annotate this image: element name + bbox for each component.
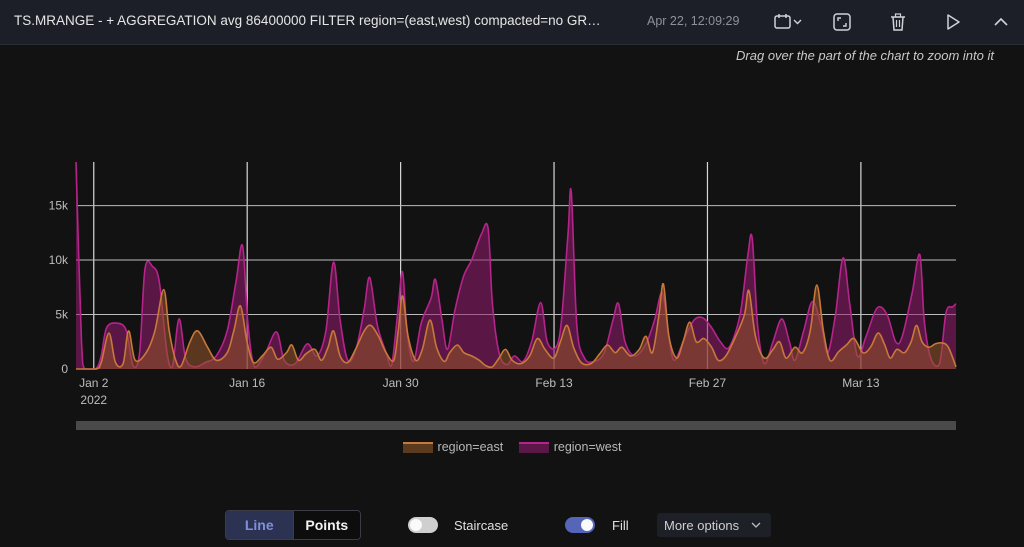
range-slider[interactable]	[76, 421, 956, 430]
staircase-toggle[interactable]	[408, 517, 438, 533]
staircase-toggle-knob	[410, 519, 422, 531]
points-mode-button[interactable]: Points	[293, 511, 360, 539]
x-tick-label: Jan 16	[229, 376, 265, 390]
axis-layer: Jan 2 Jan 16 Jan 30 Feb 13 Feb 27 Mar 13 2022 0…	[49, 199, 880, 407]
query-timestamp: Apr 22, 12:09:29	[647, 14, 740, 28]
chevron-down-icon	[751, 522, 761, 528]
x-year-label: 2022	[80, 393, 107, 407]
chart-controls: Line Points Staircase Fill More options	[0, 509, 1024, 541]
chart-legend: region=east region=west	[0, 440, 1024, 456]
y-tick-label: 15k	[49, 199, 69, 213]
chart-mode-toggle: Line Points	[225, 510, 361, 540]
zoom-hint: Drag over the part of the chart to zoom …	[736, 48, 994, 63]
legend-label-west: region=west	[553, 440, 622, 454]
time-series-chart[interactable]: Jan 2 Jan 16 Jan 30 Feb 13 Feb 27 Mar 13 2022 0…	[0, 150, 1024, 440]
legend-label-east: region=east	[437, 440, 504, 454]
y-tick-label: 10k	[49, 253, 69, 267]
collapse-icon[interactable]	[988, 9, 1014, 35]
x-tick-label: Mar 13	[842, 376, 880, 390]
x-tick-label: Feb 13	[535, 376, 573, 390]
y-tick-label: 0	[61, 362, 68, 376]
query-title: TS.MRANGE - + AGGREGATION avg 86400000 F…	[14, 13, 609, 28]
series-area-east	[76, 283, 956, 369]
line-mode-button[interactable]: Line	[226, 511, 294, 539]
fill-label: Fill	[612, 518, 629, 533]
fill-toggle[interactable]	[565, 517, 595, 533]
more-options-dropdown[interactable]: More options	[657, 513, 771, 537]
staircase-label: Staircase	[454, 518, 509, 533]
x-tick-label: Feb 27	[689, 376, 727, 390]
more-options-label: More options	[664, 517, 740, 533]
x-tick-label: Jan 2	[79, 376, 109, 390]
grid-layer	[76, 162, 956, 369]
legend-swatch-east	[402, 441, 433, 453]
legend-item-west[interactable]: region=west	[518, 440, 622, 454]
delete-icon[interactable]	[885, 9, 911, 35]
fill-toggle-knob	[581, 519, 593, 531]
series-line-east	[75, 283, 957, 370]
y-tick-label: 5k	[55, 308, 69, 322]
calendar-dropdown-icon[interactable]	[772, 9, 806, 35]
run-icon[interactable]	[940, 9, 966, 35]
header-bar: TS.MRANGE - + AGGREGATION avg 86400000 F…	[0, 0, 1024, 45]
legend-swatch-west	[518, 441, 549, 453]
fullscreen-icon[interactable]	[829, 9, 855, 35]
legend-item-east[interactable]: region=east	[402, 440, 504, 454]
x-tick-label: Jan 30	[383, 376, 419, 390]
series-layer	[75, 161, 957, 370]
